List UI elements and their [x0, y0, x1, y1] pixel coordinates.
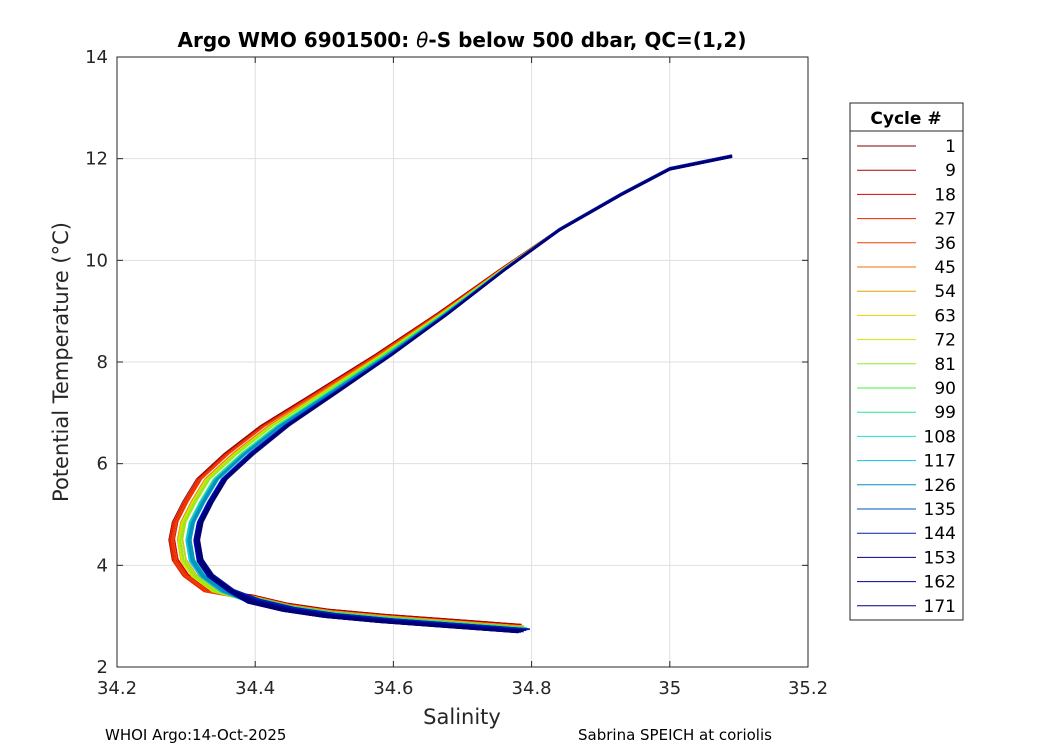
x-tick-labels: 34.2 34.4 34.6 34.8 35 35.2: [97, 57, 828, 699]
y-tick-label: 12: [85, 149, 108, 170]
legend-label: 45: [934, 258, 956, 278]
legend-label: 117: [924, 452, 956, 472]
legend-label: 9: [945, 161, 956, 181]
legend-label: 162: [924, 573, 956, 593]
legend-label: 144: [924, 524, 956, 544]
legend-label: 153: [924, 548, 956, 568]
legend-label: 81: [934, 355, 956, 375]
x-tick-label: 35.2: [788, 678, 828, 699]
legend-label: 27: [934, 210, 956, 230]
x-tick-label: 35: [658, 678, 681, 699]
y-tick-label: 2: [97, 657, 108, 678]
legend-label: 63: [934, 306, 956, 326]
legend-label: 108: [924, 427, 956, 447]
data-series: [168, 154, 733, 634]
legend-label: 171: [924, 597, 956, 617]
x-tick-label: 34.8: [512, 678, 552, 699]
y-tick-label: 6: [97, 454, 108, 475]
legend-entries: 1 9 18 27 36 45 54 63 72 81 90 99 108 117 126 135 144 153…: [857, 137, 956, 617]
legend-box: [849, 102, 964, 621]
y-tick-label: 8: [97, 352, 108, 373]
legend-label: 36: [934, 234, 956, 254]
legend-label: 18: [934, 185, 956, 205]
x-tick-label: 34.4: [235, 678, 275, 699]
legend-label: 99: [934, 403, 956, 423]
y-tick-label: 14: [85, 47, 108, 68]
legend-label: 1: [945, 137, 956, 157]
legend-label: 54: [934, 282, 956, 302]
legend-label: 72: [934, 331, 956, 351]
legend-label: 126: [924, 476, 956, 496]
x-tick-label: 34.6: [373, 678, 413, 699]
y-tick-label: 4: [97, 555, 108, 576]
footer-right-note: Sabrina SPEICH at coriolis: [578, 726, 772, 744]
x-axis-label: Salinity: [423, 705, 501, 729]
profile-line-cycle-171: [198, 155, 733, 633]
y-axis-label: Potential Temperature (°C): [49, 222, 73, 502]
legend-label: 135: [924, 500, 956, 520]
footer-left-note: WHOI Argo:14-Oct-2025: [105, 726, 287, 744]
x-tick-label: 34.2: [97, 678, 137, 699]
y-tick-labels: 2 4 6 8 10 12 14: [85, 47, 808, 678]
legend-title: Cycle #: [870, 109, 941, 129]
legend-label: 90: [934, 379, 956, 399]
y-tick-label: 10: [85, 250, 108, 271]
chart-title: Argo WMO 6901500: θ-S below 500 dbar, QC…: [178, 28, 747, 52]
legend: Cycle # 19182736455463728190991081171261…: [849, 102, 964, 621]
